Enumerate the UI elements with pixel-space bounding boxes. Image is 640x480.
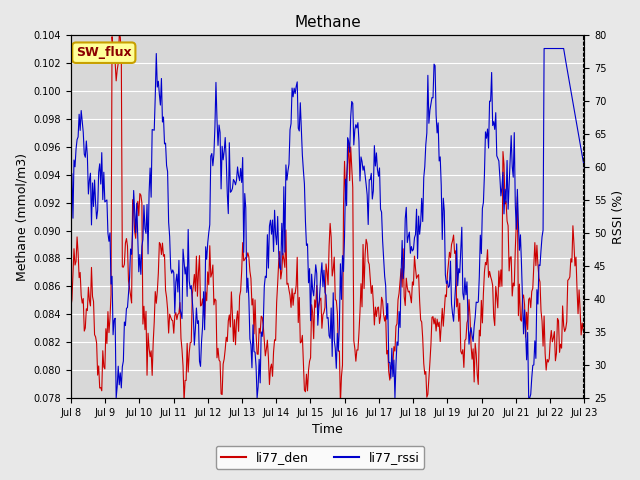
li77_rssi (346, 149, 353, 155)
li77_den (115, 33, 123, 38)
li77_rssi (113, 395, 120, 401)
li77_den (490, 314, 497, 320)
Text: SW_flux: SW_flux (76, 46, 132, 59)
li77_rssi (489, 122, 497, 128)
Y-axis label: RSSI (%): RSSI (%) (612, 190, 625, 244)
li77_den (347, 144, 355, 150)
Y-axis label: Methane (mmol/m3): Methane (mmol/m3) (15, 153, 28, 281)
Line: li77_rssi: li77_rssi (71, 48, 584, 398)
li77_rssi (374, 167, 381, 172)
li77_den (67, 304, 75, 310)
Legend: li77_den, li77_rssi: li77_den, li77_rssi (216, 446, 424, 469)
X-axis label: Time: Time (312, 423, 343, 436)
li77_rssi (570, 105, 578, 111)
li77_rssi (540, 46, 548, 51)
li77_den (337, 401, 344, 407)
li77_rssi (315, 306, 323, 312)
Title: Methane: Methane (294, 15, 361, 30)
li77_den (374, 304, 382, 310)
Line: li77_den: li77_den (71, 36, 584, 404)
li77_den (580, 331, 588, 336)
li77_rssi (580, 164, 588, 170)
li77_den (312, 304, 319, 310)
li77_den (570, 240, 578, 246)
li77_den (315, 301, 323, 307)
li77_rssi (312, 262, 319, 268)
li77_rssi (67, 212, 75, 217)
